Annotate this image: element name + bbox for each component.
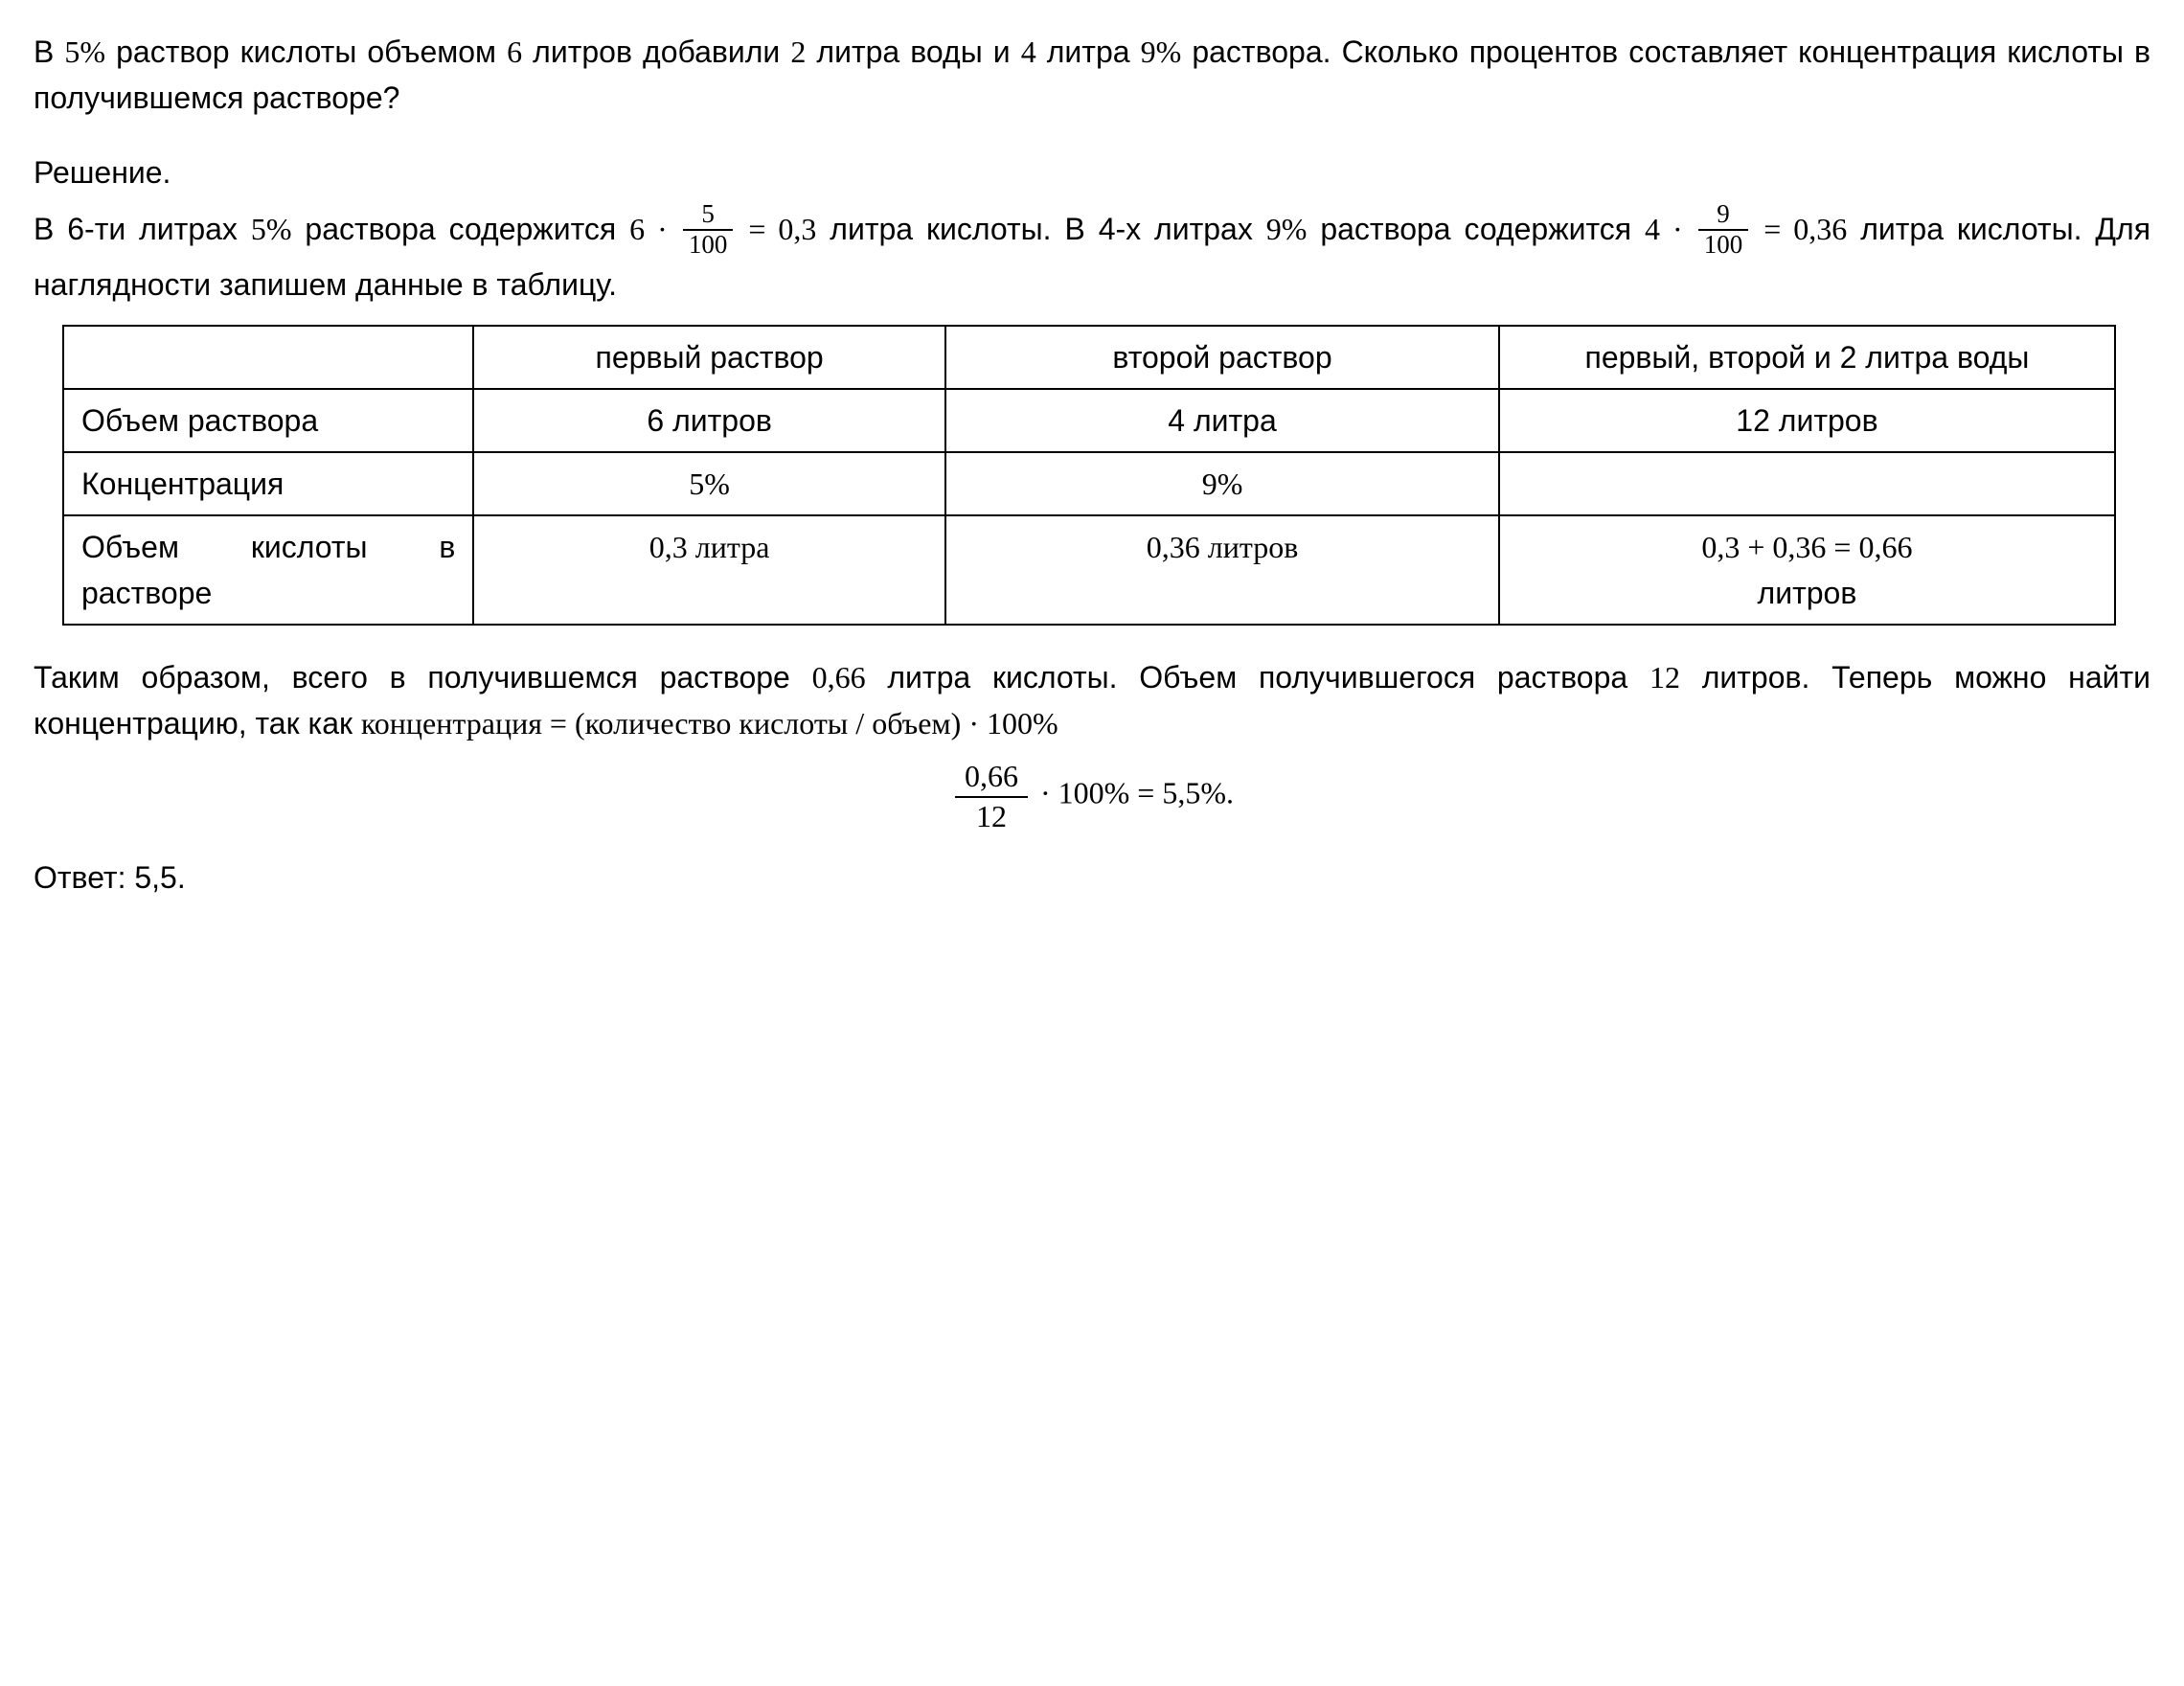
solution-label: Решение. (34, 149, 2150, 195)
conclusion-paragraph: Таким образом, всего в получившемся раст… (34, 654, 2150, 746)
calc-expr-1: 6 · 5100 = 0,3 (629, 212, 816, 246)
calc-expr-2: 4 · 9100 = 0,36 (1645, 212, 1847, 246)
table-header-row: первый раствор второй раствор первый, вт… (63, 326, 2115, 389)
problem-vol2: 4 (1021, 34, 1036, 69)
final-fraction: 0,6612 (955, 758, 1028, 834)
fraction-2: 9100 (1698, 200, 1749, 259)
fraction-1: 5100 (683, 200, 734, 259)
calc-base: 4 (1645, 212, 1660, 246)
table-cell: 9% (945, 452, 1499, 515)
conclusion-formula: концентрация = (количество кислоты / объ… (361, 706, 1058, 740)
table-cell: 0,36 литров (945, 515, 1499, 625)
final-fraction-den: 12 (955, 798, 1028, 835)
calc-op: · (645, 212, 680, 246)
problem-water: 2 (790, 34, 806, 69)
row-label-volume: Объем раствора (63, 389, 473, 452)
conclusion-vol-total: 12 (1649, 660, 1680, 695)
calc-base: 6 (629, 212, 645, 246)
table-cell: 0,3 литра (473, 515, 945, 625)
table-cell: 12 литров (1499, 389, 2115, 452)
final-fraction-num: 0,66 (955, 758, 1028, 797)
table-row: Концентрация 5% 9% (63, 452, 2115, 515)
final-eq-rest: · 100% = 5,5%. (1033, 776, 1234, 810)
solution-percent1: 5% (251, 212, 292, 246)
solution-text: раствора содержится (292, 212, 630, 246)
fraction-den: 100 (683, 231, 734, 260)
calc-result: = 0,3 (736, 212, 816, 246)
fraction-num: 9 (1698, 200, 1749, 231)
sum-expression: 0,3 + 0,36 = 0,66 (1701, 530, 1912, 564)
problem-text: В (34, 34, 64, 69)
solution-paragraph: В 6-ти литрах 5% раствора содержится 6 ·… (34, 203, 2150, 308)
row-label-acid-volume: Объем кислоты в растворе (63, 515, 473, 625)
conclusion-acid-total: 0,66 (812, 660, 866, 695)
row-label-concentration: Концентрация (63, 452, 473, 515)
table-row: Объем раствора 6 литров 4 литра 12 литро… (63, 389, 2115, 452)
table-header-col2: второй раствор (945, 326, 1499, 389)
table-row: Объем кислоты в растворе 0,3 литра 0,36 … (63, 515, 2115, 625)
table-cell: 5% (473, 452, 945, 515)
problem-percent1: 5% (64, 34, 105, 69)
problem-vol1: 6 (507, 34, 522, 69)
problem-text: литра (1036, 34, 1141, 69)
calc-op: · (1660, 212, 1695, 246)
conclusion-text: литра кислоты. Объем получившегося раств… (866, 660, 1649, 695)
final-equation: 0,6612 · 100% = 5,5%. (34, 758, 2150, 834)
table-header-col1: первый раствор (473, 326, 945, 389)
answer-label: Ответ: (34, 860, 134, 895)
problem-text: литров добавили (522, 34, 790, 69)
sum-unit: литров (1758, 576, 1857, 610)
problem-text: раствор кислоты объемом (105, 34, 507, 69)
answer-value: 5,5. (134, 860, 185, 895)
table-header-col3: первый, второй и 2 литра воды (1499, 326, 2115, 389)
table-header-empty (63, 326, 473, 389)
table-cell (1499, 452, 2115, 515)
problem-statement: В 5% раствор кислоты объемом 6 литров до… (34, 29, 2150, 121)
problem-percent2: 9% (1141, 34, 1182, 69)
calc-result: = 0,36 (1751, 212, 1847, 246)
problem-text: литра воды и (806, 34, 1020, 69)
table-cell-sum: 0,3 + 0,36 = 0,66 литров (1499, 515, 2115, 625)
solution-text: литра кислоты. В 4-х литрах (816, 212, 1265, 246)
data-table: первый раствор второй раствор первый, вт… (62, 325, 2116, 626)
conclusion-text: Таким образом, всего в получившемся раст… (34, 660, 812, 695)
table-cell: 6 литров (473, 389, 945, 452)
answer-line: Ответ: 5,5. (34, 854, 2150, 900)
table-cell: 4 литра (945, 389, 1499, 452)
solution-text: раствора содержится (1307, 212, 1645, 246)
fraction-den: 100 (1698, 231, 1749, 260)
fraction-num: 5 (683, 200, 734, 231)
solution-text: В 6-ти литрах (34, 212, 251, 246)
solution-percent2: 9% (1266, 212, 1308, 246)
